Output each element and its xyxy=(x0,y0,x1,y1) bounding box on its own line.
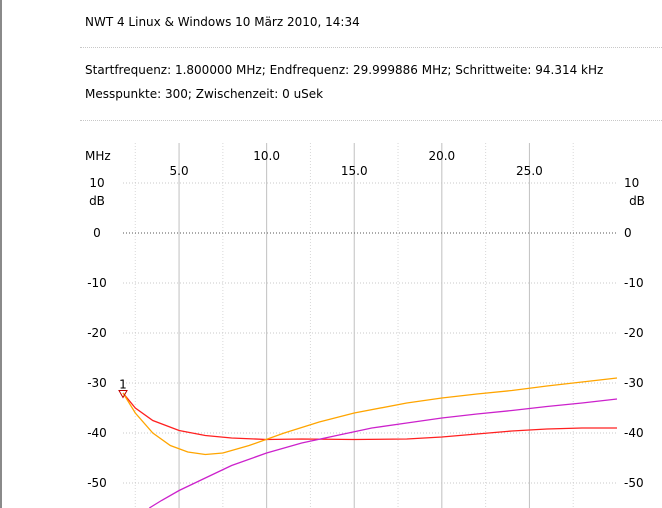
sweep-timing-info: Messpunkte: 300; Zwischenzeit: 0 uSek xyxy=(85,87,324,101)
y-tick-label-left: -30 xyxy=(87,376,107,390)
y-tick-label-right: -50 xyxy=(624,476,644,490)
y-tick-label-right: -40 xyxy=(624,426,644,440)
sweep-frequency-info: Startfrequenz: 1.800000 MHz; Endfrequenz… xyxy=(85,63,604,77)
series-1-line xyxy=(122,377,618,456)
x-tick-label: 10.0 xyxy=(253,149,280,163)
marker-group: 1 xyxy=(118,378,128,399)
x-tick-label: 15.0 xyxy=(341,164,368,178)
y-tick-label-right: -30 xyxy=(624,376,644,390)
marker-triangle xyxy=(118,390,128,399)
series-2-line xyxy=(148,398,618,508)
y-axis-unit-right: dB xyxy=(629,194,645,208)
chart-curves xyxy=(122,377,618,508)
page-title: NWT 4 Linux & Windows 10 März 2010, 14:3… xyxy=(85,15,360,29)
x-tick-label: 25.0 xyxy=(516,164,543,178)
x-tick-label: 5.0 xyxy=(170,164,189,178)
header-divider-top xyxy=(80,47,662,48)
series-0-line xyxy=(122,392,617,441)
x-tick-label: 20.0 xyxy=(428,149,455,163)
y-tick-label-right: 10 xyxy=(624,176,639,190)
y-tick-label-left: 0 xyxy=(93,226,101,240)
x-axis-unit-label: MHz xyxy=(85,149,111,163)
header-divider-bottom xyxy=(80,120,662,121)
marker-label: 1 xyxy=(119,378,127,392)
chart-grid xyxy=(123,143,617,508)
y-tick-label-right: 0 xyxy=(624,226,632,240)
y-tick-label-left: -50 xyxy=(87,476,107,490)
window-edge xyxy=(0,0,2,508)
y-tick-label-left: -10 xyxy=(87,276,107,290)
y-axis-unit-left: dB xyxy=(89,194,105,208)
y-tick-label-right: -10 xyxy=(624,276,644,290)
y-tick-label-right: -20 xyxy=(624,326,644,340)
y-tick-label-left: -20 xyxy=(87,326,107,340)
y-tick-label-left: -40 xyxy=(87,426,107,440)
y-tick-label-left: 10 xyxy=(89,176,104,190)
